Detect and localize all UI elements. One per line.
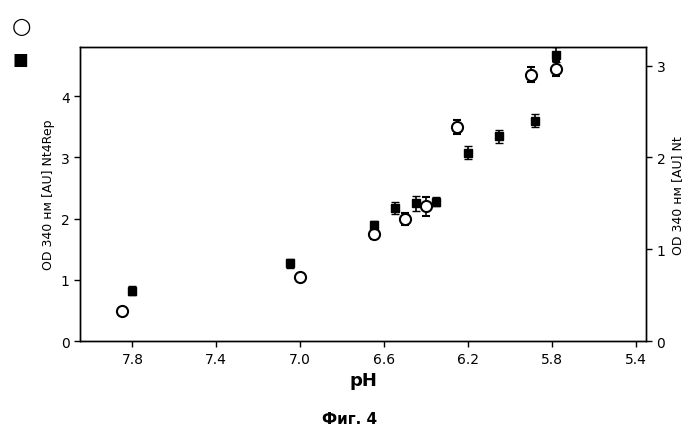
X-axis label: pH: pH [349, 371, 377, 389]
Text: Фиг. 4: Фиг. 4 [322, 411, 377, 426]
Text: ■: ■ [12, 51, 28, 69]
Text: ○: ○ [12, 16, 31, 37]
Y-axis label: OD 340 нм [AU] Nt: OD 340 нм [AU] Nt [671, 135, 684, 254]
Y-axis label: OD 340 нм [AU] Nt4Rep: OD 340 нм [AU] Nt4Rep [42, 120, 55, 270]
